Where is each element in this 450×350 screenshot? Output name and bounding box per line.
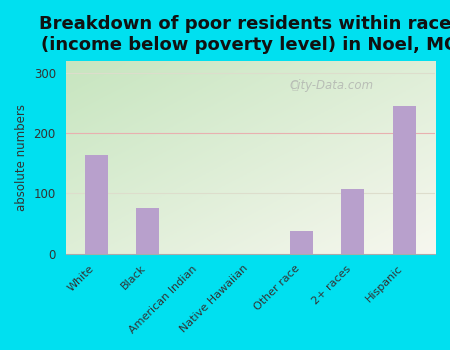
Bar — [290, 231, 313, 254]
Bar — [393, 106, 416, 254]
Text: City-Data.com: City-Data.com — [289, 79, 374, 92]
Bar — [85, 155, 108, 254]
Bar — [342, 189, 365, 254]
Text: 🔍: 🔍 — [291, 81, 298, 91]
Title: Breakdown of poor residents within races
(income below poverty level) in Noel, M: Breakdown of poor residents within races… — [39, 15, 450, 54]
Bar — [136, 209, 159, 254]
Y-axis label: absolute numbers: absolute numbers — [15, 104, 28, 211]
